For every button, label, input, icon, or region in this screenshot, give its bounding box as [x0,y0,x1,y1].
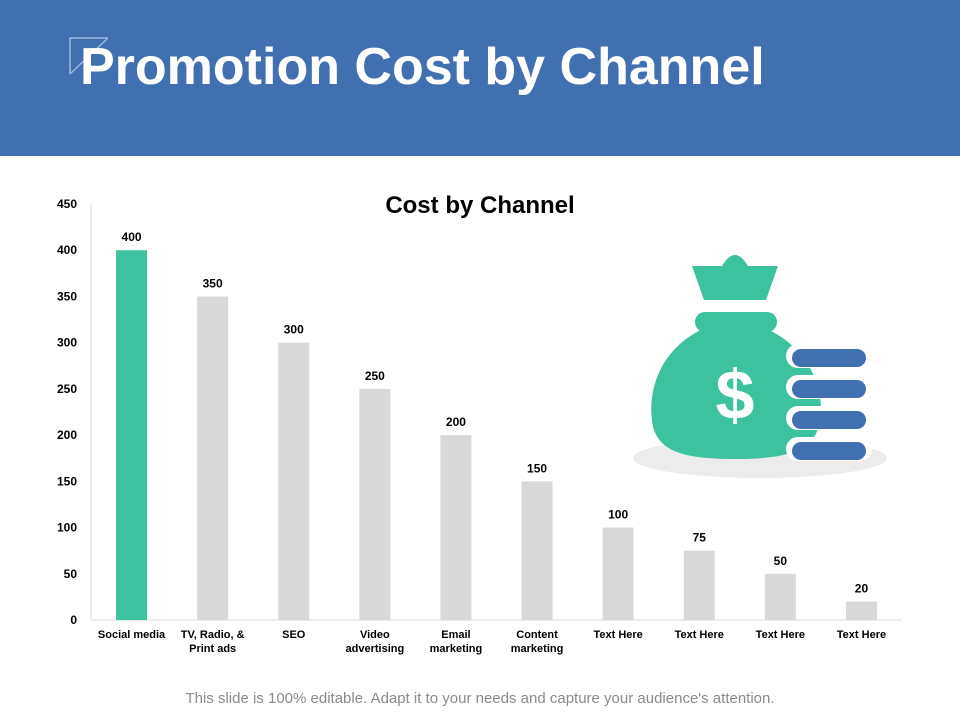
x-tick-label: advertising [346,643,405,655]
y-tick-label: 0 [70,613,77,627]
x-tick-label: Social media [98,629,166,641]
y-tick-label: 450 [57,197,77,211]
bar [683,550,715,620]
slide-title: Promotion Cost by Channel [80,38,765,96]
bar [521,481,553,620]
title-banner: Promotion Cost by Channel [0,0,960,156]
y-tick-label: 200 [57,428,77,442]
money-bag-neck [695,312,777,332]
x-tick-label: Content [516,629,558,641]
x-tick-label: Text Here [593,629,642,641]
data-label: 75 [693,531,707,545]
data-label: 100 [608,508,628,522]
bar [602,527,634,620]
money-bag-illustration: $ [633,255,887,478]
bar [845,601,877,620]
x-tick-label: Print ads [189,643,236,655]
x-tick-label: Text Here [675,629,724,641]
y-tick-label: 50 [64,567,78,581]
y-tick-label: 150 [57,474,77,488]
x-tick-label: SEO [282,629,306,641]
corner-line-decoration [69,37,108,75]
footer-note: This slide is 100% editable. Adapt it to… [185,690,775,707]
y-tick-label: 400 [57,243,77,257]
x-tick-label: Email [441,629,470,641]
data-label: 200 [446,415,466,429]
y-tick-label: 300 [57,336,77,350]
x-tick-label: Video [360,629,390,641]
money-bag-body-icon [651,328,821,459]
bar [440,435,472,620]
x-tick-label: marketing [511,643,564,655]
dollar-sign-icon: $ [716,356,755,434]
y-tick-label: 100 [57,521,77,535]
data-label: 250 [365,369,385,383]
data-label: 20 [855,582,869,596]
x-tick-label: marketing [430,643,483,655]
money-bag-knot-icon [692,255,778,300]
x-tick-label: Text Here [837,629,886,641]
bar [359,388,391,620]
bar [278,342,310,620]
data-label: 400 [122,230,142,244]
chart-title: Cost by Channel [385,192,574,219]
data-label: 350 [203,276,223,290]
data-label: 150 [527,461,547,475]
cost-by-channel-chart: Cost by Channel $ 0 50 100 150 200 250 300 350 4… [57,192,902,655]
y-tick-label: 250 [57,382,77,396]
bar [116,250,148,620]
data-label: 300 [284,323,304,337]
x-tick-label: TV, Radio, & [181,629,245,641]
data-label: 50 [774,554,788,568]
bar [197,296,229,620]
coin-stack-icon [786,344,872,461]
y-tick-label: 350 [57,289,77,303]
bar [764,573,796,620]
x-tick-label: Text Here [756,629,805,641]
